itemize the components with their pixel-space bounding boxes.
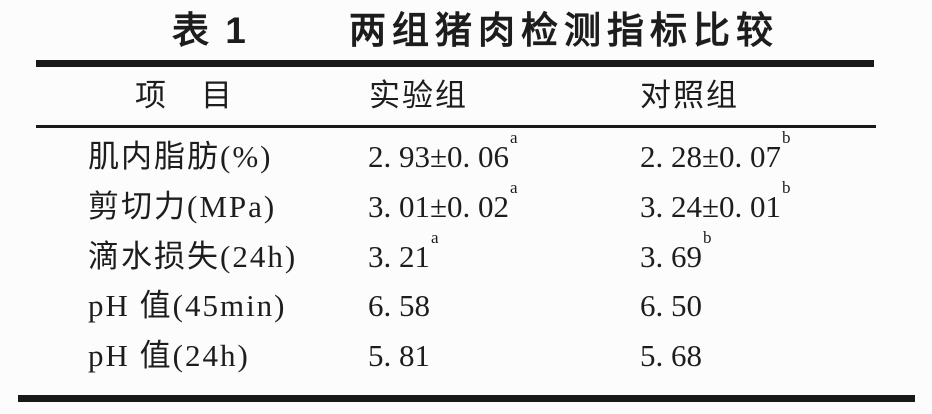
significance-superscript: b xyxy=(782,177,791,197)
value-text: 5. 81 xyxy=(368,338,430,373)
value-text: 6. 58 xyxy=(368,288,430,323)
value-text: 5. 68 xyxy=(640,338,702,373)
header-item-column: 项 目 xyxy=(135,78,234,113)
experimental-value: 6. 58 xyxy=(368,281,430,331)
row-item-label: pH 值(24h) xyxy=(88,338,250,373)
row-item-label: 肌内脂肪(%) xyxy=(88,139,273,174)
control-value: 2. 28±0. 07b xyxy=(640,129,791,182)
table-row-shear-force: 剪切力(MPa) 3. 01±0. 02a 3. 24±0. 01b xyxy=(0,179,932,232)
control-value: 5. 68 xyxy=(640,331,702,381)
experimental-value: 2. 93±0. 06a xyxy=(368,129,518,182)
value-text: 3. 21 xyxy=(368,239,430,274)
table-row-ph-45min: pH 值(45min) 6. 58 6. 50 xyxy=(0,281,932,331)
significance-superscript: a xyxy=(431,227,439,247)
table-caption: 表 1 两组猪肉检测指标比较 xyxy=(0,4,932,58)
table-header-row: 项 目 实验组 对照组 xyxy=(0,68,932,124)
value-text: 2. 28±0. 07 xyxy=(640,139,782,174)
table-number: 表 1 xyxy=(172,10,249,51)
header-rule xyxy=(36,125,876,128)
value-text: 3. 01±0. 02 xyxy=(368,189,510,224)
significance-superscript: a xyxy=(510,127,518,147)
table-row-intramuscular-fat: 肌内脂肪(%) 2. 93±0. 06a 2. 28±0. 07b xyxy=(0,129,932,182)
top-rule xyxy=(36,60,874,67)
value-text: 6. 50 xyxy=(640,288,702,323)
table-row-ph-24h: pH 值(24h) 5. 81 5. 68 xyxy=(0,331,932,381)
control-value: 3. 24±0. 01b xyxy=(640,179,791,232)
significance-superscript: a xyxy=(510,177,518,197)
value-text: 3. 24±0. 01 xyxy=(640,189,782,224)
value-text: 2. 93±0. 06 xyxy=(368,139,510,174)
value-text: 3. 69 xyxy=(640,239,702,274)
significance-superscript: b xyxy=(782,127,791,147)
experimental-value: 3. 01±0. 02a xyxy=(368,179,518,232)
table-row-drip-loss: 滴水损失(24h) 3. 21a 3. 69b xyxy=(0,229,932,282)
row-item-label: 滴水损失(24h) xyxy=(88,239,298,274)
experimental-value: 5. 81 xyxy=(368,331,430,381)
experimental-value: 3. 21a xyxy=(368,229,439,282)
control-value: 3. 69b xyxy=(640,229,712,282)
control-value: 6. 50 xyxy=(640,281,702,331)
table-title: 两组猪肉检测指标比较 xyxy=(349,10,779,51)
header-control-group: 对照组 xyxy=(640,78,739,113)
row-item-label: 剪切力(MPa) xyxy=(88,189,277,224)
bottom-rule xyxy=(18,395,915,402)
header-experimental-group: 实验组 xyxy=(369,78,468,113)
significance-superscript: b xyxy=(703,227,712,247)
row-item-label: pH 值(45min) xyxy=(88,288,287,323)
